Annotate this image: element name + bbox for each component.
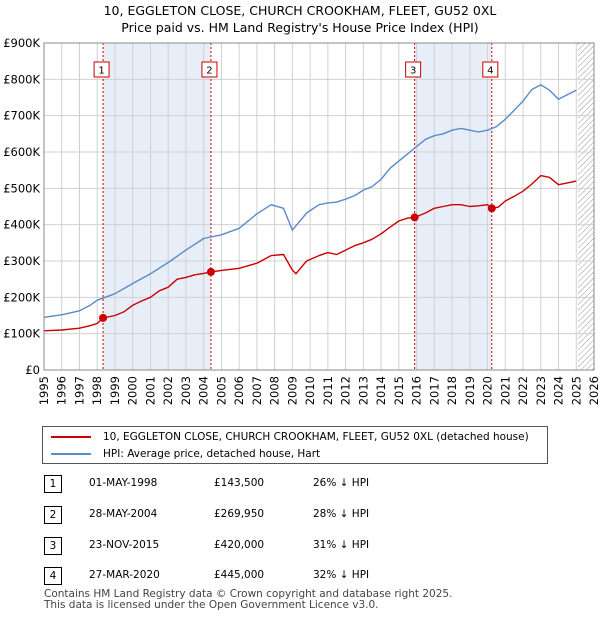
- transaction-number: 4: [44, 567, 62, 585]
- transaction-date: 27-MAR-2020: [89, 569, 160, 581]
- transaction-hpi-diff: 28% ↓ HPI: [313, 508, 370, 520]
- x-tick-label: 2005: [214, 376, 228, 405]
- sale-label-number: 2: [206, 66, 212, 77]
- transaction-number: 1: [44, 475, 62, 493]
- sale-period-shade: [103, 43, 211, 370]
- x-tick-label: 2021: [498, 376, 512, 405]
- x-tick-label: 1997: [72, 376, 86, 405]
- forecast-hatch: [578, 43, 594, 370]
- y-tick-label: £800K: [3, 72, 40, 86]
- hpi-line: [43, 84, 577, 318]
- x-tick-label: 2008: [268, 376, 282, 405]
- transaction-price: £269,950: [214, 508, 265, 520]
- hpi-legend-swatch: [51, 453, 91, 455]
- y-tick-label: £900K: [3, 36, 40, 50]
- x-tick-label: 2023: [534, 376, 548, 405]
- y-tick-label: £100K: [3, 327, 40, 341]
- x-tick-label: 2018: [445, 376, 459, 405]
- property-price-line: [43, 174, 577, 332]
- plot-border: [43, 42, 595, 371]
- transaction-price: £445,000: [214, 569, 265, 581]
- sale-label-number: 3: [410, 66, 416, 77]
- transaction-date: 23-NOV-2015: [89, 539, 160, 551]
- x-tick-label: 2007: [250, 376, 264, 405]
- transaction-hpi-diff: 32% ↓ HPI: [313, 569, 370, 581]
- hpi-legend-label: HPI: Average price, detached house, Hart: [103, 448, 321, 460]
- y-tick-label: £600K: [3, 145, 40, 159]
- x-tick-label: 2001: [143, 376, 157, 405]
- sale-label-box: [93, 61, 110, 78]
- footer-licence: This data is licensed under the Open Gov…: [44, 599, 379, 611]
- transaction-date: 28-MAY-2004: [89, 508, 158, 520]
- x-tick-label: 2013: [356, 376, 370, 405]
- transaction-date: 01-MAY-1998: [89, 477, 158, 489]
- x-tick-label: 2019: [463, 376, 477, 405]
- sale-point: [206, 267, 215, 276]
- x-tick-label: 2015: [392, 376, 406, 405]
- footer: Contains HM Land Registry data © Crown c…: [44, 589, 452, 611]
- x-tick-label: 2017: [427, 376, 441, 405]
- sale-point: [487, 204, 496, 213]
- x-tick-label: 2010: [303, 376, 317, 405]
- sale-label-box: [482, 61, 499, 78]
- x-tick-label: 2006: [232, 376, 246, 405]
- x-tick-label: 2026: [587, 376, 600, 405]
- y-tick-label: £0: [25, 363, 40, 377]
- x-tick-label: 1998: [90, 376, 104, 405]
- legend: 10, EGGLETON CLOSE, CHURCH CROOKHAM, FLE…: [42, 426, 548, 464]
- x-tick-label: 2025: [569, 376, 583, 405]
- x-tick-label: 2011: [321, 376, 335, 405]
- x-tick-label: 2016: [410, 376, 424, 405]
- sale-label-number: 4: [487, 66, 493, 77]
- x-tick-label: 1999: [108, 376, 122, 405]
- property-legend-label: 10, EGGLETON CLOSE, CHURCH CROOKHAM, FLE…: [103, 431, 529, 443]
- x-tick-label: 2012: [339, 376, 353, 405]
- x-tick-label: 2009: [285, 376, 299, 405]
- transaction-hpi-diff: 26% ↓ HPI: [313, 477, 370, 489]
- sale-label-box: [201, 61, 218, 78]
- y-tick-label: £300K: [3, 254, 40, 268]
- transaction-price: £143,500: [214, 477, 265, 489]
- sale-period-shade: [414, 43, 492, 370]
- chart-title: 10, EGGLETON CLOSE, CHURCH CROOKHAM, FLE…: [103, 3, 497, 18]
- sale-point: [99, 313, 108, 322]
- x-tick-label: 2020: [481, 376, 495, 405]
- property-legend-swatch: [51, 436, 91, 438]
- y-tick-label: £700K: [3, 109, 40, 123]
- transaction-number: 2: [44, 506, 62, 524]
- transaction-hpi-diff: 31% ↓ HPI: [313, 539, 370, 551]
- sale-point: [410, 213, 419, 222]
- chart-subtitle: Price paid vs. HM Land Registry's House …: [121, 20, 479, 35]
- x-tick-label: 2000: [126, 376, 140, 405]
- transaction-price: £420,000: [214, 539, 265, 551]
- price-chart: £0 £100K £200K £300K £400K £500K £600K £700K £80…: [3, 36, 600, 405]
- y-tick-label: £200K: [3, 290, 40, 304]
- x-tick-label: 2002: [161, 376, 175, 405]
- x-tick-label: 2024: [552, 376, 566, 405]
- footer-copyright: Contains HM Land Registry data © Crown c…: [44, 588, 453, 600]
- sale-label-box: [405, 61, 422, 78]
- x-tick-label: 2014: [374, 376, 388, 405]
- y-tick-label: £500K: [3, 181, 40, 195]
- x-tick-label: 2003: [179, 376, 193, 405]
- sale-label-number: 1: [98, 66, 104, 77]
- y-tick-label: £400K: [3, 218, 40, 232]
- x-tick-label: 1996: [55, 376, 69, 405]
- transaction-number: 3: [44, 537, 62, 555]
- x-tick-label: 2004: [197, 376, 211, 405]
- x-tick-label: 2022: [516, 376, 530, 405]
- x-tick-label: 1995: [37, 376, 51, 405]
